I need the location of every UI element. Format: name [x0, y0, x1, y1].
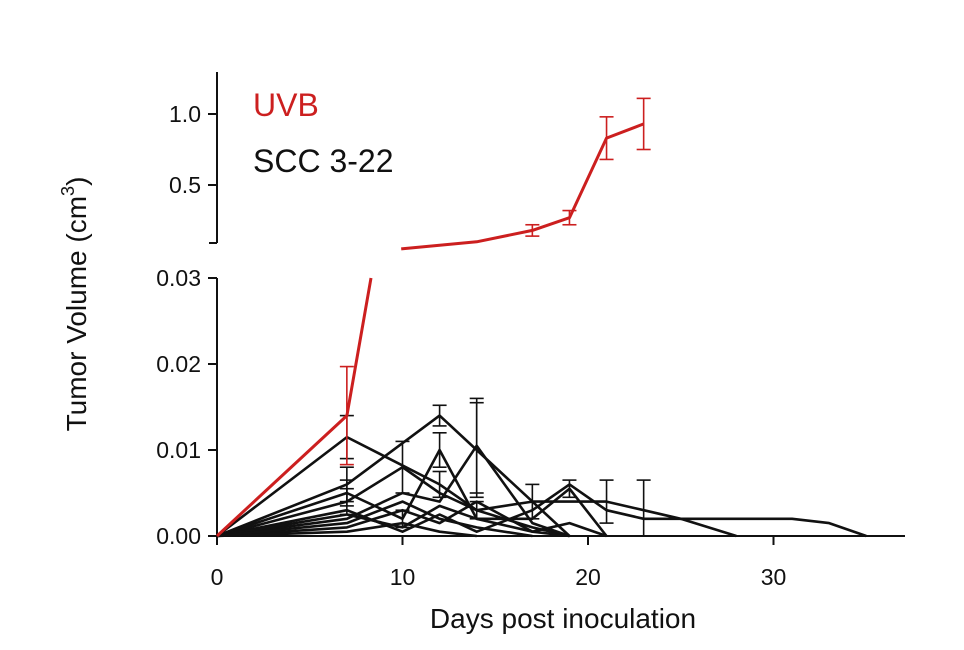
upper-y-tick-label: 0.5	[169, 172, 201, 198]
x-axis-title: Days post inoculation	[430, 603, 696, 634]
series-line-uvb	[401, 122, 645, 251]
series-line-scc	[216, 521, 477, 538]
legend-scc: SCC 3-22	[253, 143, 394, 179]
lower-y-tick-label: 0.03	[156, 265, 201, 291]
x-tick-label: 10	[390, 564, 416, 590]
x-tick-label: 30	[761, 564, 787, 590]
series-line-uvb	[215, 277, 373, 538]
x-tick-label: 20	[575, 564, 601, 590]
y-axis-title-close: )	[61, 177, 92, 186]
series-line-scc	[216, 504, 607, 538]
x-tick-label: 0	[211, 564, 224, 590]
series-line-scc	[216, 435, 570, 538]
upper-y-tick-label: 1.0	[169, 101, 201, 127]
lower-y-tick-label: 0.01	[156, 437, 201, 463]
series-line-scc	[216, 483, 737, 538]
series-line-scc	[216, 444, 570, 538]
series-line-scc	[216, 465, 867, 538]
y-axis-title: Tumor Volume (cm3)	[58, 177, 92, 432]
tick-labels-group: 0 10 20 30 0.00 0.01 0.02 0.03 0.5 1.0	[156, 101, 786, 590]
series-line-scc	[216, 500, 533, 538]
legend-uvb: UVB	[253, 87, 319, 123]
series-group	[215, 97, 867, 538]
y-axis-title-main: Tumor Volume (cm	[61, 196, 92, 431]
y-axis-title-superscript: 3	[58, 186, 78, 196]
lower-y-tick-label: 0.00	[156, 523, 201, 549]
lower-y-tick-label: 0.02	[156, 351, 201, 377]
